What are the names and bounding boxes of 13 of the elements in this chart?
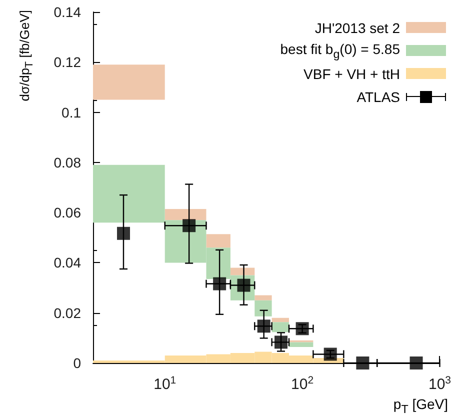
y-tick-label: 0.02 (54, 304, 82, 321)
y-tick-label: 0.14 (54, 4, 82, 20)
y-tick-label: 0 (73, 355, 82, 371)
legend-label: VBF + VH + ttH (304, 66, 400, 82)
y-tick-label: 0.08 (54, 154, 82, 170)
y-tick-label: 0.04 (54, 254, 82, 271)
x-axis-title: p$_{T}$ [GeV] (393, 396, 448, 416)
y-tick-label: 0.06 (54, 204, 82, 221)
legend-label: best fit b$_{g}$(0) = 5.85 (280, 40, 400, 60)
legend-label: ATLAS (356, 88, 400, 104)
y-tick-label: 0.1 (62, 104, 82, 120)
y-tick-label: 0.12 (54, 54, 82, 70)
legend-label: JH'2013 set 2 (314, 20, 400, 36)
